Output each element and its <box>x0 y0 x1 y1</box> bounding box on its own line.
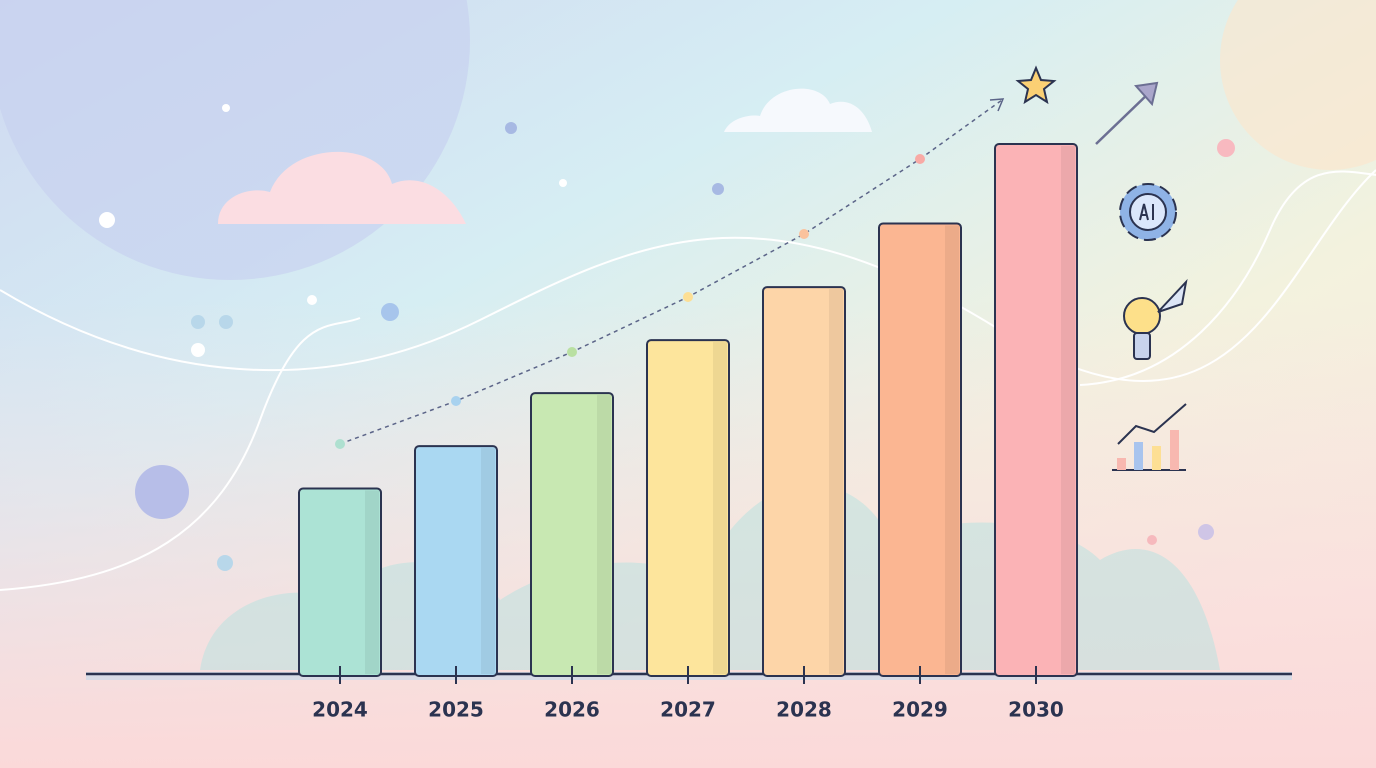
x-tick-label: 2028 <box>776 698 832 722</box>
x-tick-label: 2027 <box>660 698 716 722</box>
x-tick-label: 2029 <box>892 698 948 722</box>
x-tick-label: 2030 <box>1008 698 1064 722</box>
bar-shade <box>365 490 379 674</box>
bar-shade <box>945 225 959 674</box>
x-tick-label: 2026 <box>544 698 600 722</box>
x-tick-label: 2025 <box>428 698 484 722</box>
trend-decoration <box>335 65 1188 471</box>
bar-shade <box>829 289 843 674</box>
bar-shade <box>481 448 495 674</box>
bar-shade <box>1061 146 1075 674</box>
bar-shade <box>713 342 727 674</box>
x-tick-label: 2024 <box>312 698 368 722</box>
bar-shade <box>597 395 611 674</box>
